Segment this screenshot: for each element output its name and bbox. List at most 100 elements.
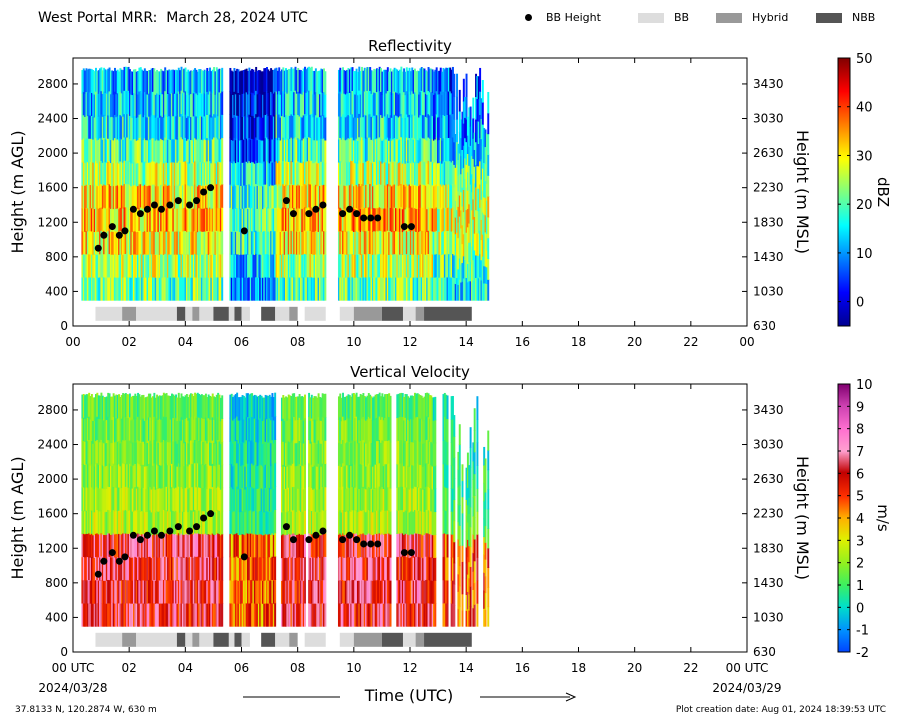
heatmap-cell — [304, 230, 306, 255]
heatmap-cell — [118, 579, 121, 604]
heatmap-cell — [481, 124, 484, 147]
heatmap-cell — [194, 68, 197, 92]
heatmap-cell — [115, 440, 118, 465]
heatmap-cell — [177, 276, 180, 301]
heatmap-cell — [147, 509, 150, 534]
heatmap-cell — [161, 185, 164, 209]
heatmap-cell — [253, 140, 256, 164]
heatmap-cell — [88, 114, 91, 139]
heatmap-cell — [97, 395, 100, 419]
heatmap-cell — [313, 557, 316, 581]
heatmap-cell — [373, 207, 376, 232]
heatmap-cell — [352, 556, 355, 581]
heatmap-cell — [252, 487, 255, 512]
heatmap-cell — [453, 209, 456, 233]
heatmap-cell — [164, 276, 167, 301]
heatmap-cell — [147, 486, 150, 511]
heatmap-cell — [232, 71, 235, 95]
heatmap-cell — [133, 441, 135, 466]
heatmap-cell — [134, 509, 137, 534]
heatmap-cell — [295, 208, 298, 232]
heatmap-cell — [439, 160, 442, 185]
heatmap-cell — [397, 208, 400, 232]
heatmap-cell — [203, 510, 206, 535]
heatmap-cell — [99, 441, 102, 466]
heatmap-cell — [289, 556, 292, 581]
heatmap-cell — [202, 418, 205, 442]
heatmap-cell — [127, 510, 130, 534]
heatmap-cell — [442, 230, 445, 255]
heatmap-cell — [386, 276, 389, 301]
heatmap-cell — [272, 184, 275, 209]
heatmap-cell — [120, 207, 123, 232]
heatmap-cell — [180, 183, 183, 208]
heatmap-cell — [176, 70, 179, 94]
heatmap-cell — [289, 69, 292, 93]
heatmap-cell — [301, 277, 304, 301]
heatmap-cell — [289, 533, 292, 558]
heatmap-cell — [99, 253, 102, 278]
heatmap-cell — [371, 420, 374, 444]
heatmap-cell — [120, 556, 123, 581]
heatmap-cell — [154, 511, 157, 536]
heatmap-cell — [255, 206, 258, 231]
heatmap-cell — [457, 159, 460, 176]
heatmap-cell — [192, 161, 195, 186]
heatmap-cell — [90, 463, 93, 488]
heatmap-cell — [131, 557, 134, 581]
heatmap-cell — [450, 115, 453, 140]
heatmap-cell — [143, 557, 146, 581]
heatmap-cell — [378, 253, 381, 278]
heatmap-cell — [203, 418, 206, 443]
heatmap-cell — [92, 534, 95, 559]
heatmap-cell — [321, 439, 324, 464]
heatmap-cell — [115, 70, 118, 95]
heatmap-cell — [196, 579, 199, 604]
heatmap-cell — [95, 533, 97, 558]
heatmap-cell — [380, 184, 382, 208]
heatmap-cell — [82, 579, 85, 604]
heatmap-cell — [339, 579, 342, 604]
heatmap-cell — [294, 66, 297, 91]
heatmap-cell — [451, 160, 454, 185]
heatmap-cell — [141, 207, 144, 232]
heatmap-cell — [304, 90, 306, 115]
heatmap-cell — [101, 487, 104, 512]
heatmap-cell — [180, 533, 183, 557]
heatmap-cell — [424, 277, 427, 301]
heatmap-cell — [164, 579, 167, 604]
heatmap-cell — [218, 464, 221, 488]
bb-type-segment — [228, 306, 235, 321]
heatmap-cell — [310, 394, 313, 419]
heatmap-cell — [363, 603, 366, 627]
heatmap-cell — [103, 488, 106, 513]
heatmap-cell — [302, 488, 305, 513]
heatmap-cell — [449, 114, 452, 138]
heatmap-cell — [291, 509, 294, 534]
heatmap-cell — [267, 184, 270, 209]
heatmap-cell — [131, 533, 134, 558]
heatmap-cell — [165, 231, 168, 255]
heatmap-cell — [161, 277, 164, 301]
heatmap-cell — [320, 276, 323, 301]
heatmap-cell — [122, 116, 125, 140]
heatmap-cell — [485, 250, 488, 268]
heatmap-cell — [251, 393, 254, 418]
heatmap-cell — [437, 254, 440, 278]
heatmap-cell — [195, 602, 198, 627]
heatmap-cell — [120, 115, 123, 140]
heatmap-cell — [302, 534, 305, 558]
heatmap-cell — [179, 208, 182, 232]
heatmap-cell — [82, 161, 85, 185]
heatmap-cell — [408, 91, 411, 115]
heatmap-cell — [456, 186, 459, 211]
heatmap-cell — [242, 418, 245, 443]
heatmap-cell — [317, 393, 320, 418]
heatmap-cell — [137, 254, 140, 278]
heatmap-cell — [214, 71, 217, 95]
heatmap-cell — [138, 556, 141, 581]
heatmap-cell — [81, 139, 84, 163]
heatmap-cell — [245, 161, 248, 185]
heatmap-cell — [260, 254, 263, 278]
heatmap-cell — [105, 70, 108, 94]
